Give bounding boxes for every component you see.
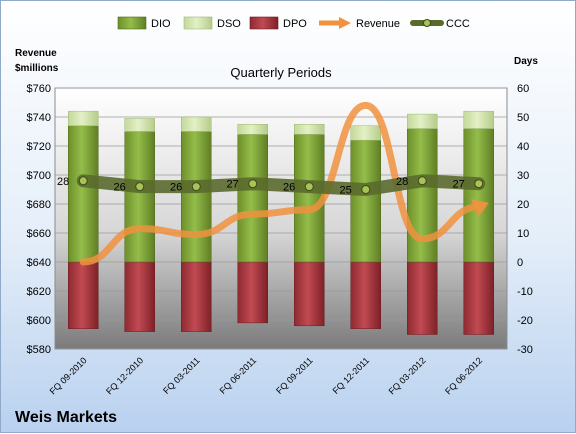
right-tick-label: -30	[517, 344, 533, 356]
legend-label-dpo: DPO	[283, 18, 307, 30]
ccc-point	[78, 176, 88, 186]
x-tick-label: FQ 06-2012	[443, 355, 484, 396]
left-tick-label: $700	[27, 170, 51, 182]
legend-swatch-dso	[183, 16, 213, 30]
revenue-arrowhead	[470, 198, 489, 217]
x-tick-label: FQ 06-2011	[218, 355, 259, 396]
bar-dso	[68, 110, 99, 126]
bar-dpo	[124, 261, 155, 332]
legend-label-ccc: CCC	[446, 18, 470, 30]
legend-swatch-ccc-dot	[423, 19, 431, 27]
bar-dio	[350, 139, 381, 263]
bar-dpo	[181, 261, 212, 332]
bar-dio	[68, 125, 99, 263]
right-tick-label: 0	[517, 257, 523, 269]
right-tick-label: 20	[517, 199, 529, 211]
ccc-data-label: 25	[340, 185, 352, 197]
ccc-point	[474, 179, 484, 189]
bar-dio	[181, 131, 212, 263]
ccc-data-label: 26	[283, 182, 295, 194]
left-tick-label: $680	[27, 199, 51, 211]
bar-dpo	[407, 261, 438, 335]
bar-dpo	[68, 261, 99, 329]
legend-label-dio: DIO	[151, 18, 171, 30]
left-axis-title-line2: $millions	[15, 63, 59, 74]
ccc-point	[361, 185, 371, 194]
right-tick-label: 40	[517, 141, 529, 153]
bar-dpo	[237, 261, 268, 324]
left-tick-label: $600	[27, 315, 51, 327]
right-tick-label: 10	[517, 228, 529, 240]
chart-title: Quarterly Periods	[230, 65, 332, 80]
bar-dpo	[294, 261, 325, 327]
right-tick-label: -10	[517, 286, 533, 298]
x-tick-label: FQ 12-2010	[104, 355, 145, 396]
bar-dso	[237, 124, 268, 135]
ccc-data-label: 26	[114, 182, 126, 194]
ccc-point	[248, 179, 258, 189]
plot-area	[54, 87, 508, 350]
legend-swatch-dio	[117, 16, 147, 30]
ccc-data-label: 28	[57, 176, 69, 188]
left-axis-title-line1: Revenue	[15, 48, 57, 59]
right-tick-label: 60	[517, 83, 529, 95]
bar-dso	[463, 110, 494, 129]
left-tick-label: $580	[27, 344, 51, 356]
x-tick-label: FQ 09-2011	[274, 355, 315, 396]
revenue-line	[79, 101, 483, 266]
company-name: Weis Markets	[15, 409, 117, 426]
left-tick-label: $740	[27, 112, 51, 124]
ccc-data-label: 27	[227, 179, 239, 191]
ccc-point	[417, 176, 427, 186]
ccc-data-label: 28	[396, 176, 408, 188]
ccc-point	[304, 182, 314, 192]
bar-dio	[463, 128, 494, 263]
x-tick-label: FQ 03-2011	[161, 355, 202, 396]
right-axis-title: Days	[514, 56, 538, 67]
legend-label-dso: DSO	[217, 18, 241, 30]
bar-dio	[124, 131, 155, 263]
x-tick-label: FQ 03-2012	[387, 355, 428, 396]
ccc-line	[76, 174, 486, 196]
right-tick-label: 30	[517, 170, 529, 182]
bar-dso	[350, 125, 381, 141]
legend-swatch-dpo	[249, 16, 279, 30]
bar-dpo	[463, 261, 494, 335]
legend-label-revenue: Revenue	[356, 18, 400, 30]
bar-dso	[181, 116, 212, 132]
bar-dio	[237, 134, 268, 263]
bar-dpo	[350, 261, 381, 329]
left-tick-label: $720	[27, 141, 51, 153]
ccc-point	[191, 182, 201, 192]
bar-dso	[294, 124, 325, 135]
ccc-point	[135, 182, 145, 192]
bar-dso	[407, 113, 438, 129]
left-tick-label: $660	[27, 228, 51, 240]
right-tick-label: -20	[517, 315, 533, 327]
left-tick-label: $760	[27, 83, 51, 95]
left-tick-label: $640	[27, 257, 51, 269]
x-tick-label: FQ 12-2011	[331, 355, 372, 396]
bar-dso	[124, 118, 155, 132]
ccc-data-label: 27	[453, 179, 465, 191]
legend-swatch-revenue-head	[339, 17, 351, 29]
left-tick-label: $620	[27, 286, 51, 298]
x-tick-label: FQ 09-2010	[48, 355, 89, 396]
right-tick-label: 50	[517, 112, 529, 124]
ccc-data-label: 26	[170, 182, 182, 194]
